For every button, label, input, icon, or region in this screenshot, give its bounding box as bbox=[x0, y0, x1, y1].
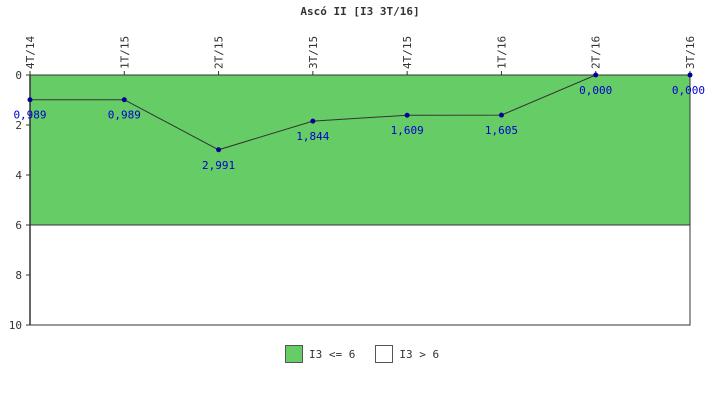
x-tick-label: 3T/16 bbox=[684, 36, 697, 69]
y-tick-label: 4 bbox=[15, 169, 22, 182]
x-tick-label: 4T/14 bbox=[24, 36, 37, 69]
data-label: 1,605 bbox=[485, 124, 518, 137]
data-point bbox=[498, 112, 504, 118]
x-tick-label: 4T/15 bbox=[401, 36, 414, 69]
data-point bbox=[593, 72, 599, 78]
y-tick-label: 10 bbox=[9, 319, 22, 332]
data-point bbox=[404, 112, 410, 118]
data-label: 0,000 bbox=[579, 84, 612, 97]
legend-label-high: I3 > 6 bbox=[399, 347, 440, 361]
x-tick-label: 2T/15 bbox=[213, 36, 226, 69]
y-tick-label: 8 bbox=[15, 269, 22, 282]
chart-title: Ascó II [I3 3T/16] bbox=[300, 5, 419, 18]
legend-item-high: I3 > 6 bbox=[375, 345, 439, 363]
data-label: 0,989 bbox=[108, 109, 141, 122]
legend-swatch-high bbox=[375, 345, 394, 363]
data-point bbox=[687, 72, 693, 78]
data-point bbox=[310, 118, 316, 124]
y-tick-label: 6 bbox=[15, 219, 22, 232]
data-point bbox=[216, 147, 222, 153]
data-label: 0,989 bbox=[13, 109, 46, 122]
data-label: 2,991 bbox=[202, 159, 235, 172]
band-ok bbox=[29, 74, 691, 226]
legend-swatch-ok bbox=[285, 345, 303, 363]
legend-label-ok: I3 <= 6 bbox=[309, 347, 356, 361]
x-tick-label: 2T/16 bbox=[590, 36, 603, 69]
data-label: 1,844 bbox=[296, 130, 329, 143]
data-point bbox=[121, 97, 127, 103]
y-tick-label: 0 bbox=[15, 69, 22, 82]
legend-item-ok: I3 <= 6 bbox=[285, 345, 355, 363]
data-label: 0,000 bbox=[672, 84, 705, 97]
y-tick-label: 2 bbox=[15, 119, 22, 132]
x-tick-label: 3T/15 bbox=[307, 36, 320, 69]
x-tick-label: 1T/16 bbox=[495, 36, 508, 69]
legend: I3 <= 6 I3 > 6 bbox=[285, 345, 459, 363]
series-line bbox=[30, 74, 690, 151]
data-label: 1,609 bbox=[391, 124, 424, 137]
band-high bbox=[29, 224, 691, 326]
data-point bbox=[27, 97, 33, 103]
x-tick-label: 1T/15 bbox=[118, 36, 131, 69]
